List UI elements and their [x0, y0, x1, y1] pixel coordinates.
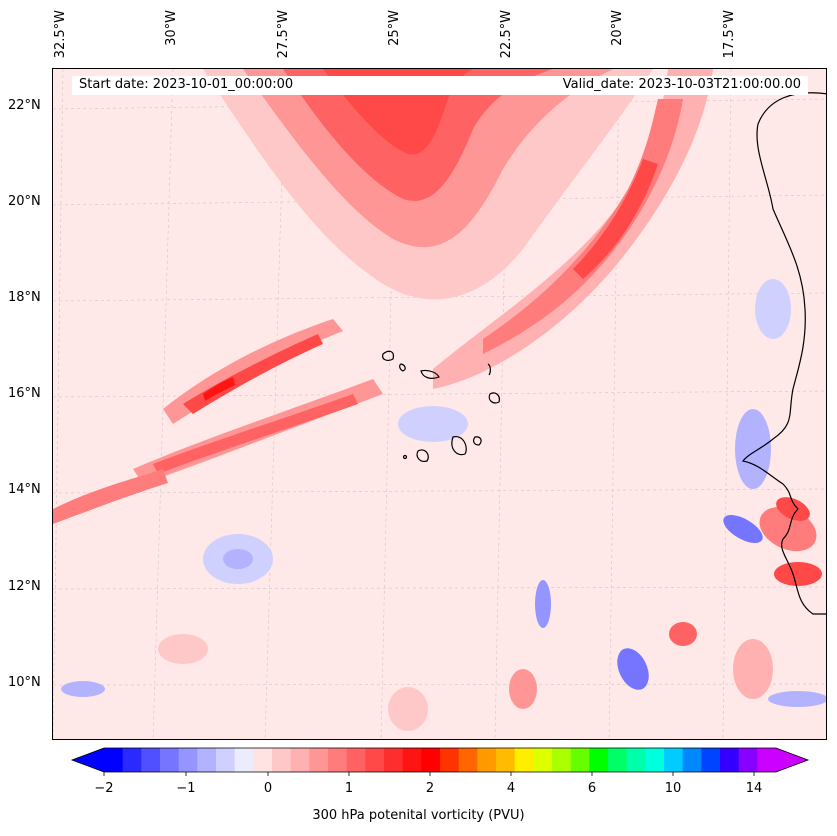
colorbar-segment: [626, 748, 646, 772]
colorbar-segment: [365, 748, 385, 772]
colorbar-segment: [309, 748, 329, 772]
start-date-label: Start date: 2023-10-01_00:00:00: [79, 77, 294, 92]
colorbar-segment: [346, 748, 366, 772]
colorbar-tick-label: 14: [745, 781, 763, 796]
colorbar-segment: [328, 748, 348, 772]
colorbar-segment: [141, 748, 161, 772]
lat-label-20n: 20°N: [8, 194, 41, 209]
colorbar-tick-label: 4: [506, 781, 516, 796]
lat-label-10n: 10°N: [8, 675, 41, 690]
lat-label-12n: 12°N: [8, 579, 41, 594]
colorbar-tick-label: −2: [94, 781, 114, 796]
colorbar-segment: [552, 748, 572, 772]
graticule: [53, 69, 826, 739]
lat-label-14n: 14°N: [8, 482, 41, 497]
colorbar-segment: [645, 748, 665, 772]
colorbar-segment: [440, 748, 460, 772]
colorbar-segment: [384, 748, 404, 772]
colorbar-segment: [272, 748, 292, 772]
colorbar-segment: [402, 748, 422, 772]
colorbar-tick-label: −1: [176, 781, 196, 796]
colorbar-segment: [216, 748, 236, 772]
pv-negative-areas: [61, 279, 826, 707]
colorbar-segment: [160, 748, 180, 772]
colorbar-segment: [197, 748, 217, 772]
colorbar-segment: [178, 748, 198, 772]
colorbar-segment: [234, 748, 254, 772]
colorbar-segment: [720, 748, 740, 772]
colorbar-segment: [104, 748, 124, 772]
colorbar-segment: [421, 748, 441, 772]
colorbar-segment: [701, 748, 721, 772]
colorbar-extend-right: [776, 748, 808, 772]
colorbar-segment: [570, 748, 590, 772]
colorbar-segment: [496, 748, 516, 772]
colorbar-segment: [664, 748, 684, 772]
colorbar-tick-label: 10: [664, 781, 682, 796]
colorbar-segment: [122, 748, 142, 772]
colorbar-segment: [589, 748, 609, 772]
colorbar-segment: [608, 748, 628, 772]
colorbar-tick-label: 1: [344, 781, 354, 796]
colorbar-segment: [477, 748, 497, 772]
colorbar-tick-label: 2: [425, 781, 435, 796]
lat-label-22n: 22°N: [8, 98, 41, 113]
coastline: [382, 92, 826, 615]
colorbar-segment: [757, 748, 777, 772]
lat-label-16n: 16°N: [8, 386, 41, 401]
colorbar-segment: [682, 748, 702, 772]
colorbar-segment: [514, 748, 534, 772]
colorbar-segment: [533, 748, 553, 772]
date-header-box: [72, 76, 808, 95]
colorbar-tick-label: 0: [263, 781, 273, 796]
colorbar-segment: [738, 748, 758, 772]
valid-date-label: Valid_date: 2023-10-03T21:00:00.00: [562, 77, 801, 92]
lat-label-18n: 18°N: [8, 290, 41, 305]
colorbar-segment: [458, 748, 478, 772]
colorbar-tick-label: 6: [587, 781, 597, 796]
colorbar-extend-left: [72, 748, 104, 772]
colorbar-segment: [253, 748, 273, 772]
colorbar-label: 300 hPa potenital vorticity (PVU): [312, 808, 525, 823]
colorbar-segment: [290, 748, 310, 772]
